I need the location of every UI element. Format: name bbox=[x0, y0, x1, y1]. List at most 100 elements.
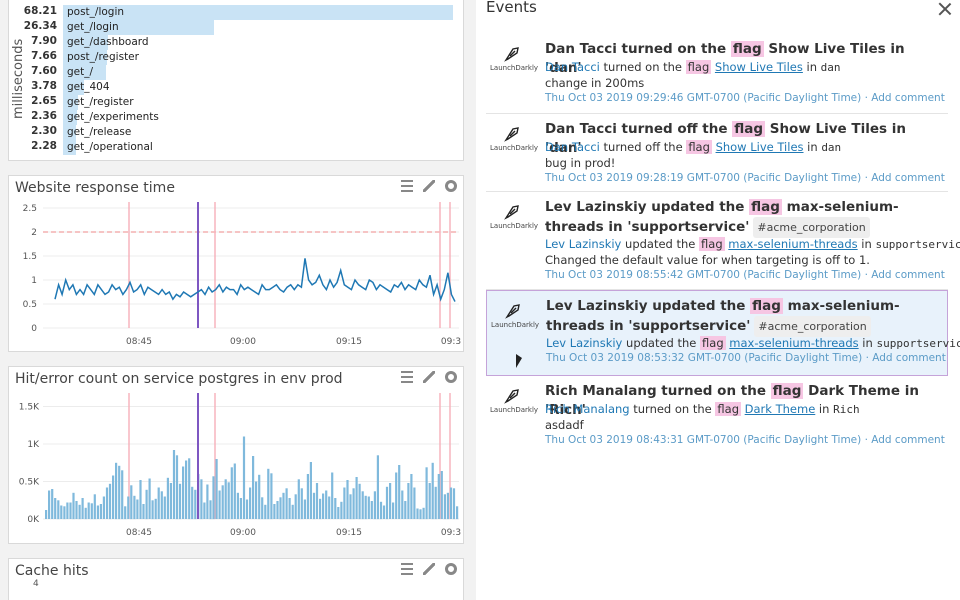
toplist-row[interactable]: 7.66 post_/register bbox=[9, 50, 465, 65]
pencil-icon[interactable] bbox=[423, 563, 435, 575]
launchdarkly-mark-icon bbox=[504, 127, 519, 142]
gear-icon[interactable] bbox=[445, 180, 457, 192]
hit-bar bbox=[84, 507, 87, 520]
list-icon[interactable] bbox=[401, 371, 413, 383]
gear-icon[interactable] bbox=[445, 371, 457, 383]
gear-icon[interactable] bbox=[445, 563, 457, 575]
toplist-row[interactable]: 2.65 get_/register bbox=[9, 95, 465, 110]
event-item[interactable]: LaunchDarkly Lev Lazinskiy updated the fl… bbox=[486, 192, 960, 290]
user-link[interactable]: Rich Manalang bbox=[545, 402, 630, 416]
launchdarkly-logo: LaunchDarkly bbox=[491, 303, 539, 333]
hit-bar bbox=[261, 497, 264, 520]
flag-highlight: flag bbox=[699, 237, 725, 251]
event-timestamp: Thu Oct 03 2019 09:28:19 GMT-0700 (Pacif… bbox=[545, 172, 862, 184]
toplist-row[interactable]: 7.60 get_/ bbox=[9, 65, 465, 80]
hit-bar bbox=[133, 495, 136, 520]
toplist-row[interactable]: 3.78 get_404 bbox=[9, 80, 465, 95]
user-link[interactable]: Dan Tacci bbox=[545, 60, 600, 74]
hit-bar bbox=[401, 490, 404, 519]
hit-bar bbox=[218, 490, 221, 519]
add-comment-link[interactable]: Add comment bbox=[871, 92, 945, 104]
hit-bar bbox=[404, 501, 407, 519]
hit-bar bbox=[413, 487, 416, 519]
flag-link[interactable]: Show Live Tiles bbox=[715, 140, 804, 154]
toplist-bar bbox=[63, 20, 214, 35]
flag-highlight: flag bbox=[686, 140, 712, 154]
toplist-row[interactable]: 2.36 get_/experiments bbox=[9, 110, 465, 125]
toplist-row[interactable]: 7.90 get_/dashboard bbox=[9, 35, 465, 50]
environment-name: Rich bbox=[833, 403, 860, 416]
hit-bar bbox=[419, 509, 422, 520]
event-title: Dan Tacci turned on the flag Show Live T… bbox=[545, 41, 905, 76]
hit-error-chart[interactable]: 1.5K 1K 0.5K 0K 08:45 09:00 09:15 09:3 bbox=[9, 391, 463, 543]
toplist-bar bbox=[63, 35, 108, 50]
hit-bar bbox=[264, 504, 267, 520]
hit-bar bbox=[154, 498, 157, 520]
hit-bar bbox=[297, 479, 300, 520]
hit-bar bbox=[249, 487, 252, 519]
list-icon[interactable] bbox=[401, 180, 413, 192]
event-tag[interactable]: #acme_corporation bbox=[753, 217, 870, 238]
toplist-row[interactable]: 68.21 post_/login bbox=[9, 5, 465, 20]
launchdarkly-logo: LaunchDarkly bbox=[490, 388, 538, 418]
toplist-value: 7.66 bbox=[31, 50, 57, 62]
event-item[interactable]: LaunchDarkly Lev Lazinskiy updated the fl… bbox=[486, 290, 960, 376]
hit-bar bbox=[428, 483, 431, 519]
hit-bar bbox=[203, 502, 206, 519]
toplist-name: get_/release bbox=[67, 126, 132, 138]
close-icon[interactable] bbox=[938, 2, 952, 16]
hit-bar bbox=[45, 510, 48, 519]
cache-y-tick: 4 bbox=[33, 579, 39, 589]
add-comment-link[interactable]: Add comment bbox=[871, 172, 945, 184]
toplist-row[interactable]: 26.34 get_/login bbox=[9, 20, 465, 35]
flag-highlight: flag bbox=[770, 383, 804, 399]
hit-bar bbox=[69, 502, 72, 519]
hit-bar bbox=[157, 487, 160, 519]
hit-bar bbox=[209, 500, 212, 520]
event-item[interactable]: LaunchDarkly Dan Tacci turned off the fla… bbox=[486, 114, 948, 192]
toplist-row[interactable]: 2.28 get_/operational bbox=[9, 140, 465, 155]
hit-bar bbox=[285, 488, 288, 520]
hit-bar bbox=[288, 498, 291, 519]
hit-bar bbox=[108, 483, 112, 520]
hit-bar bbox=[367, 496, 370, 519]
event-date: Thu Oct 03 2019 08:53:32 GMT-0700 (Pacif… bbox=[546, 352, 946, 364]
event-tag[interactable]: #acme_corporation bbox=[754, 316, 871, 337]
hit-bar bbox=[148, 478, 151, 519]
toplist-row[interactable]: 2.30 get_/release bbox=[9, 125, 465, 140]
hit-bar bbox=[416, 508, 419, 519]
event-comment: bug in prod! bbox=[545, 156, 616, 170]
hit-bar bbox=[373, 491, 376, 520]
hit-bar bbox=[115, 462, 118, 520]
flag-link[interactable]: max-selenium-threads bbox=[728, 237, 858, 251]
user-link[interactable]: Dan Tacci bbox=[545, 140, 600, 154]
hit-bar bbox=[328, 496, 331, 519]
hit-bar bbox=[422, 507, 425, 520]
add-comment-link[interactable]: Add comment bbox=[871, 434, 945, 446]
toplist-bar bbox=[63, 110, 77, 125]
hit-bar bbox=[124, 506, 127, 520]
toplist-bar bbox=[63, 140, 76, 155]
hit-bar bbox=[252, 456, 255, 519]
pencil-icon[interactable] bbox=[423, 371, 435, 383]
hit-bar bbox=[392, 502, 395, 519]
events-panel: Events LaunchDarkly Dan Tacci turned on t… bbox=[476, 0, 960, 600]
add-comment-link[interactable]: Add comment bbox=[872, 352, 946, 364]
pencil-icon[interactable] bbox=[423, 180, 435, 192]
user-link[interactable]: Lev Lazinskiy bbox=[546, 336, 623, 350]
hit-bar bbox=[370, 501, 373, 519]
flag-link[interactable]: max-selenium-threads bbox=[729, 336, 859, 350]
hit-bar bbox=[185, 460, 188, 519]
list-icon[interactable] bbox=[401, 563, 413, 575]
event-item[interactable]: LaunchDarkly Dan Tacci turned on the flag… bbox=[486, 34, 948, 114]
add-comment-link[interactable]: Add comment bbox=[871, 269, 945, 281]
flag-link[interactable]: Dark Theme bbox=[744, 402, 816, 416]
event-item[interactable]: LaunchDarkly Rich Manalang turned on the … bbox=[486, 376, 948, 448]
flag-link[interactable]: Show Live Tiles bbox=[714, 60, 803, 74]
hit-bar bbox=[60, 505, 63, 519]
event-comment: Changed the default value for when targe… bbox=[545, 253, 870, 267]
response-time-chart[interactable]: 2.5 2 1.5 1 0.5 0 08:45 09:00 09:15 09:3 bbox=[9, 200, 463, 350]
user-link[interactable]: Lev Lazinskiy bbox=[545, 237, 622, 251]
event-timestamp: Thu Oct 03 2019 08:43:31 GMT-0700 (Pacif… bbox=[545, 434, 862, 446]
hit-bar bbox=[81, 498, 84, 519]
